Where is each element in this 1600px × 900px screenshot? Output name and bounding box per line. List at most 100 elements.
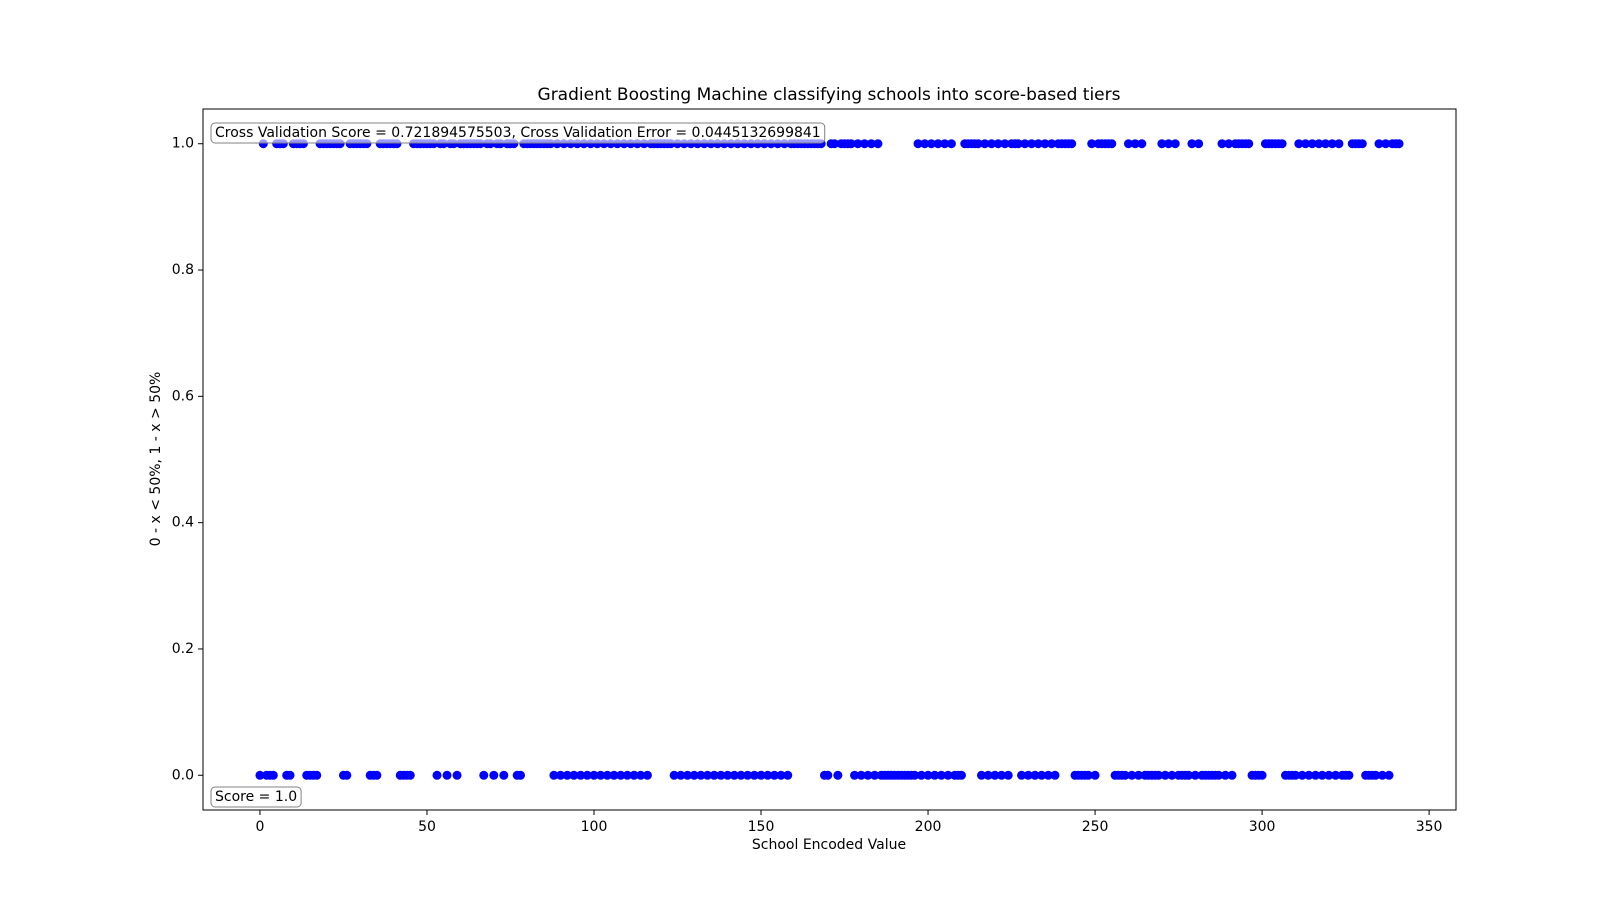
point [1331,770,1341,780]
point [1194,139,1204,149]
point [636,770,646,780]
point [1394,139,1404,149]
chart-title: Gradient Boosting Machine classifying sc… [538,85,1121,105]
point [1217,139,1227,149]
point [1374,139,1384,149]
point [1160,770,1170,780]
point [980,139,990,149]
point [1294,139,1304,149]
point [923,770,933,780]
point [622,770,632,780]
point [689,770,699,780]
point [850,770,860,780]
point [1120,770,1130,780]
point [1334,139,1344,149]
point [1381,139,1391,149]
point [1013,139,1023,149]
point [489,770,499,780]
point [946,139,956,149]
x-tick-label: 150 [748,819,775,835]
point [987,139,997,149]
point [870,770,880,780]
point [676,770,686,780]
point [830,139,840,149]
point [1190,770,1200,780]
point [569,770,579,780]
point [1357,139,1367,149]
plot-frame [202,108,1457,811]
point [756,770,766,780]
point [703,770,713,780]
point [1037,770,1047,780]
point [933,139,943,149]
point [1050,770,1060,780]
point [997,770,1007,780]
point [1307,139,1317,149]
y-tick-label: 0.6 [172,388,194,404]
point [716,770,726,780]
point [1154,770,1164,780]
point [729,770,739,780]
annotation-box [210,786,302,808]
point [1277,139,1287,149]
point [973,139,983,149]
point [442,770,452,780]
point [499,770,509,780]
x-tick-label: 250 [1082,819,1109,835]
point [582,770,592,780]
point [1033,139,1043,149]
point [1090,770,1100,780]
point [910,770,920,780]
point [1244,139,1254,149]
point [1214,770,1224,780]
point [268,770,278,780]
point [913,139,923,149]
point [1317,770,1327,780]
point [709,770,719,780]
point [1047,139,1057,149]
point [562,770,572,780]
point [943,770,953,780]
point [1040,139,1050,149]
point [743,770,753,780]
y-tick-label: 0.8 [172,262,194,278]
point [596,770,606,780]
point [1030,770,1040,780]
point [255,770,265,780]
point [1301,139,1311,149]
point [990,770,1000,780]
point [856,770,866,780]
point [863,770,873,780]
point [1003,770,1013,780]
point [993,139,1003,149]
point [609,770,619,780]
point [1043,770,1053,780]
point [452,770,462,780]
point [589,770,599,780]
point [1087,139,1097,149]
point [1023,770,1033,780]
point [749,770,759,780]
point [873,139,883,149]
point [1344,770,1354,780]
point [602,770,612,780]
x-axis-label: School Encoded Value [752,837,906,853]
point [1137,139,1147,149]
point [956,770,966,780]
point [920,139,930,149]
x-tick-label: 0 [255,819,264,835]
point [629,770,639,780]
point [1017,770,1027,780]
point [846,139,856,149]
annotation: Cross Validation Score = 0.721894575503,… [215,125,821,141]
x-tick-label: 200 [915,819,942,835]
point [723,770,733,780]
point [616,770,626,780]
point [763,770,773,780]
point [683,770,693,780]
point [916,770,926,780]
point [549,770,559,780]
x-tick-label: 50 [418,819,436,835]
y-axis-label: 0 - x < 50%, 1 - x > 50% [148,372,164,547]
